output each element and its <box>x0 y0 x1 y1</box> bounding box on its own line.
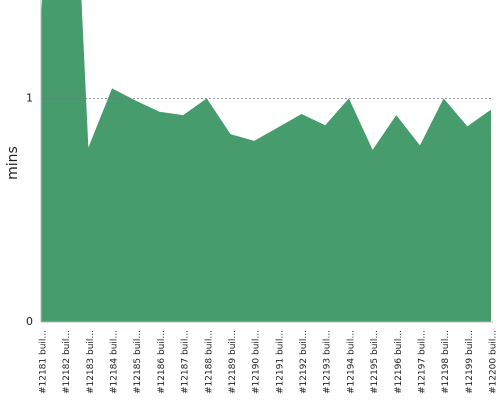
area <box>41 0 491 322</box>
y-tick-label: 1 <box>26 91 33 104</box>
y-axis-label: mins <box>5 146 21 180</box>
x-tick-label: #12192 buil... <box>299 330 309 394</box>
x-tick-label: #12181 buil... <box>39 330 49 394</box>
x-tick-label: #12185 buil... <box>133 330 143 394</box>
x-tick-label: #12191 buil... <box>275 330 285 394</box>
x-tick-label: #12189 buil... <box>228 330 238 394</box>
x-tick-label: #12194 buil... <box>346 330 356 394</box>
x-tick-label: #12184 buil... <box>110 330 120 394</box>
x-tick-label: #12182 buil... <box>62 330 72 394</box>
x-tick-label: #12193 buil... <box>323 330 333 394</box>
x-tick-label: #12197 buil... <box>417 330 427 394</box>
x-tick-label: #12200 buil... <box>489 330 499 394</box>
x-tick-label: #12190 buil... <box>252 330 262 394</box>
x-tick-label: #12183 buil... <box>86 330 96 394</box>
x-tick-label: #12186 buil... <box>157 330 167 394</box>
x-tick-label: #12199 buil... <box>465 330 475 394</box>
plot <box>41 0 491 322</box>
x-tick-label: #12196 buil... <box>394 330 404 394</box>
x-tick-label: #12188 buil... <box>204 330 214 394</box>
x-tick-label: #12187 buil... <box>181 330 191 394</box>
x-tick-label: #12195 buil... <box>370 330 380 394</box>
y-tick-label: 0 <box>26 315 33 328</box>
x-tick-label: #12198 buil... <box>441 330 451 394</box>
